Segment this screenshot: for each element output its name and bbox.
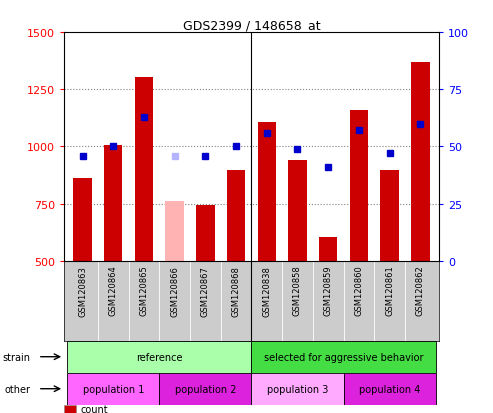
Bar: [411, 63, 429, 261]
Bar: [67, 341, 251, 373]
Text: GSM120863: GSM120863: [78, 265, 87, 316]
Text: population 2: population 2: [175, 384, 236, 394]
Text: reference: reference: [136, 352, 182, 362]
Bar: [67, 373, 159, 405]
Bar: [227, 171, 246, 261]
Bar: [196, 205, 214, 261]
Text: other: other: [4, 384, 31, 394]
Bar: [251, 341, 436, 373]
Text: population 4: population 4: [359, 384, 421, 394]
Bar: [381, 171, 399, 261]
Bar: [288, 161, 307, 261]
Bar: [344, 373, 436, 405]
Bar: [135, 78, 153, 261]
Bar: [319, 237, 337, 261]
Text: GSM120858: GSM120858: [293, 265, 302, 316]
Bar: [104, 146, 122, 261]
Bar: [257, 123, 276, 261]
Bar: [159, 373, 251, 405]
Text: GSM120864: GSM120864: [109, 265, 118, 316]
Text: population 3: population 3: [267, 384, 328, 394]
Text: GSM120859: GSM120859: [324, 265, 333, 316]
Bar: [166, 202, 184, 261]
Text: GSM120862: GSM120862: [416, 265, 425, 316]
Text: GSM120838: GSM120838: [262, 265, 271, 316]
Title: GDS2399 / 148658_at: GDS2399 / 148658_at: [182, 19, 320, 32]
Text: GSM120867: GSM120867: [201, 265, 210, 316]
Text: GSM120865: GSM120865: [140, 265, 148, 316]
Bar: [350, 111, 368, 261]
Text: strain: strain: [2, 352, 31, 362]
Bar: [251, 373, 344, 405]
Text: population 1: population 1: [82, 384, 144, 394]
Text: GSM120866: GSM120866: [170, 265, 179, 316]
Text: GSM120860: GSM120860: [354, 265, 363, 316]
Text: count: count: [80, 404, 108, 413]
Bar: [73, 179, 92, 261]
Text: GSM120861: GSM120861: [385, 265, 394, 316]
Text: GSM120868: GSM120868: [232, 265, 241, 316]
Text: selected for aggressive behavior: selected for aggressive behavior: [264, 352, 423, 362]
